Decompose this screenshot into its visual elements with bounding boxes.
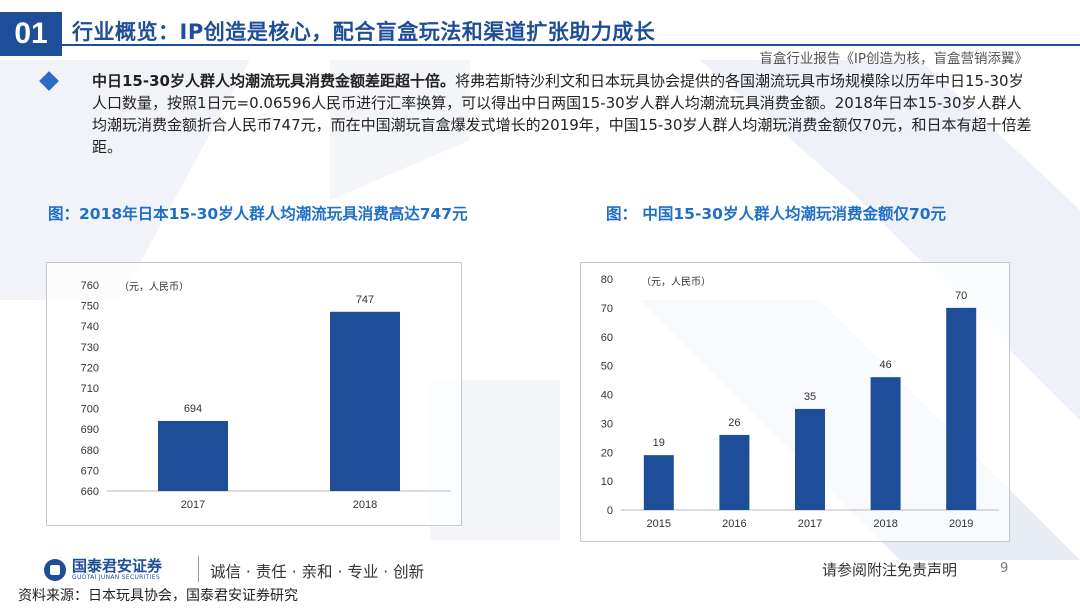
y-tick-label: 20: [601, 447, 613, 459]
y-tick-label: 30: [601, 418, 613, 430]
unit-label: （元，人民币）: [119, 281, 189, 293]
summary-body: 将弗若斯特沙利文和日本玩具协会提供的各国潮流玩具市场规模除以历年中日15-30岁…: [92, 72, 1032, 156]
x-tick-label: 2018: [353, 499, 377, 511]
data-label: 46: [879, 359, 891, 371]
x-tick-label: 2019: [949, 518, 973, 530]
y-tick-label: 690: [81, 424, 99, 436]
bar: [946, 307, 977, 510]
disclaimer-text: 请参阅附注免责声明: [822, 561, 958, 579]
y-tick-label: 760: [81, 280, 99, 292]
y-tick-label: 680: [81, 445, 99, 457]
y-tick-label: 660: [81, 486, 99, 498]
chart-title-japan: 图：2018年日本15-30岁人群人均潮流玩具消费高达747元: [48, 205, 468, 223]
unit-label: （元，人民币）: [641, 276, 711, 288]
y-tick-label: 40: [601, 390, 613, 402]
chart-title-china: 图： 中国15-30岁人群人均潮玩消费金额仅70元: [606, 205, 947, 223]
data-label: 70: [955, 290, 967, 302]
logo-name: 国泰君安证券: [72, 557, 163, 575]
y-tick-label: 670: [81, 465, 99, 477]
page-title: 行业概览：IP创造是核心，配合盲盒玩法和渠道扩张助力成长: [72, 20, 656, 44]
footer-separator: [198, 556, 199, 582]
chart-china-svg: （元，人民币） 0 10 20 30 40 50 60 70 80 19 2015 26 2016 35 20…: [601, 274, 999, 530]
summary-paragraph: 中日15-30岁人群人均潮流玩具消费金额差距超十倍。将弗若斯特沙利文和日本玩具协…: [92, 70, 1032, 158]
bar: [643, 455, 674, 510]
section-number-badge: 01: [0, 12, 62, 56]
data-label: 694: [184, 403, 202, 415]
y-tick-label: 710: [81, 383, 99, 395]
logo-subtext: GUOTAI JUNAN SECURITIES: [72, 574, 160, 581]
x-tick-label: 2016: [722, 518, 746, 530]
chart-japan: （元，人民币） 660 670 680 690 700 710 720 730 740 750 760…: [46, 262, 462, 526]
data-label: 35: [804, 391, 816, 403]
bar: [158, 420, 228, 491]
data-label: 19: [653, 437, 665, 449]
data-source: 资料来源：日本玩具协会，国泰君安证券研究: [18, 588, 298, 604]
y-tick-label: 0: [607, 505, 613, 517]
x-tick-label: 2017: [181, 499, 205, 511]
x-tick-label: 2018: [873, 518, 897, 530]
logo-icon: [44, 558, 66, 581]
company-logo: 国泰君安证券 GUOTAI JUNAN SECURITIES: [44, 558, 162, 581]
bar: [795, 408, 825, 510]
data-label: 26: [728, 417, 740, 429]
summary-lead: 中日15-30岁人群人均潮流玩具消费金额差距超十倍。: [92, 72, 455, 90]
y-tick-label: 730: [81, 342, 99, 354]
bar: [870, 377, 901, 510]
chart-japan-svg: （元，人民币） 660 670 680 690 700 710 720 730 740 750 760…: [81, 280, 451, 511]
bar: [719, 434, 750, 510]
y-tick-label: 750: [81, 301, 99, 313]
y-tick-label: 740: [81, 321, 99, 333]
y-tick-label: 720: [81, 362, 99, 374]
data-label: 747: [356, 294, 374, 306]
y-tick-label: 70: [601, 303, 613, 315]
y-tick-label: 60: [601, 332, 613, 344]
y-tick-label: 700: [81, 404, 99, 416]
x-tick-label: 2015: [647, 518, 671, 530]
bullet-diamond-icon: [39, 71, 59, 91]
y-tick-label: 80: [601, 274, 613, 286]
y-tick-label: 10: [601, 476, 613, 488]
company-motto: 诚信 · 责任 · 亲和 · 专业 · 创新: [210, 563, 425, 581]
report-subtitle: 盲盒行业报告《IP创造为核，盲盒营销添翼》: [759, 51, 1028, 67]
bar: [330, 311, 400, 491]
page-number: 9: [1000, 561, 1009, 576]
y-tick-label: 50: [601, 361, 613, 373]
header-divider: [62, 44, 1080, 46]
chart-china: （元，人民币） 0 10 20 30 40 50 60 70 80 19 2015 26 2016 35 20…: [580, 262, 1010, 542]
x-tick-label: 2017: [798, 518, 822, 530]
